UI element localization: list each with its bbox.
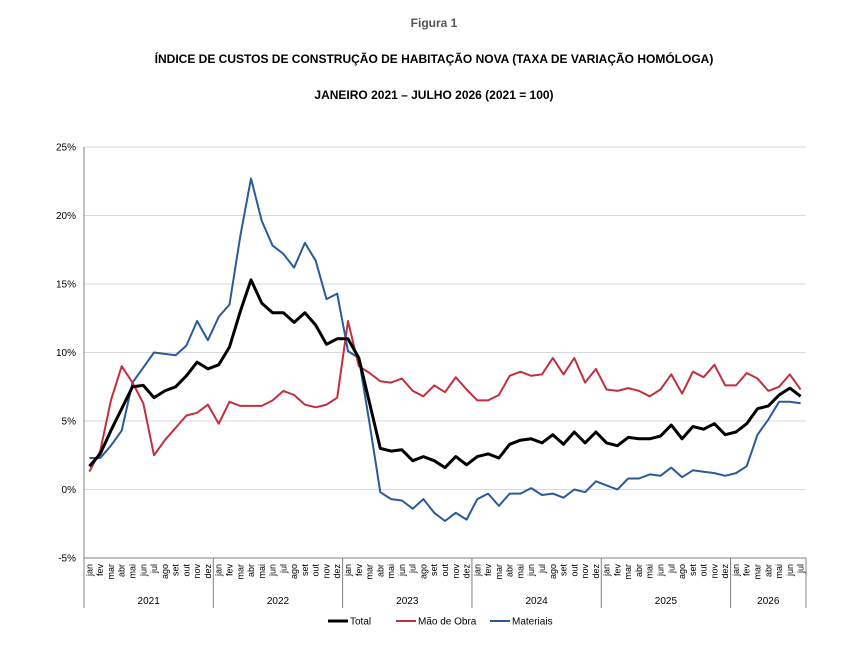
x-tick-label: jun — [785, 564, 795, 577]
x-tick-label: mai — [645, 564, 655, 579]
x-tick-label: jan — [731, 564, 741, 577]
x-tick-label: fev — [612, 564, 622, 577]
x-tick-label: out — [311, 564, 321, 577]
y-tick-label: -5% — [58, 554, 76, 565]
x-tick-label: mai — [774, 564, 784, 579]
x-tick-label: dez — [203, 564, 213, 579]
x-tick-label: jun — [138, 564, 148, 577]
x-tick-label: jul — [408, 564, 418, 574]
x-tick-label: mar — [365, 564, 375, 580]
chart-subtitle: JANEIRO 2021 – JULHO 2026 (2021 = 100) — [314, 88, 554, 102]
x-tick-label: mar — [753, 564, 763, 580]
series-line-total — [88, 278, 802, 470]
x-tick-label: jul — [796, 564, 806, 574]
x-tick-label: jan — [602, 564, 612, 577]
gridlines — [84, 146, 806, 559]
x-tick-label: mai — [386, 564, 396, 579]
x-tick-label: fev — [95, 564, 105, 577]
x-tick-label: abr — [117, 564, 127, 577]
y-tick-label: 15% — [56, 280, 76, 291]
x-tick-label: mai — [127, 564, 137, 579]
y-axis-ticks: -5% 0% 5% 10% 15% 20% 25% — [56, 143, 76, 565]
x-tick-label: dez — [591, 564, 601, 579]
x-axis-ticks: jan fev mar abr mai jun jul ago set out nov dez jan f… — [84, 558, 807, 608]
x-tick-label: mai — [257, 564, 267, 579]
x-tick-label: jan — [214, 564, 224, 577]
x-tick-label: abr — [634, 564, 644, 577]
x-tick-label: nov — [451, 564, 461, 579]
x-tick-label: out — [569, 564, 579, 577]
x-tick-label: abr — [246, 564, 256, 577]
series-line-mão-de-obra — [88, 320, 802, 473]
x-tick-label: ago — [418, 564, 428, 579]
x-tick-label: jan — [84, 564, 94, 577]
x-tick-label: jul — [149, 564, 159, 574]
x-tick-label: set — [171, 564, 181, 577]
x-tick-label: jan — [472, 564, 482, 577]
legend: Total Mão de Obra Materiais — [328, 617, 553, 628]
year-label: 2023 — [396, 596, 419, 607]
legend-label: Mão de Obra — [418, 617, 477, 628]
x-tick-label: set — [300, 564, 310, 577]
x-tick-label: jul — [278, 564, 288, 574]
x-tick-label: dez — [332, 564, 342, 579]
x-tick-label: dez — [462, 564, 472, 579]
year-label: 2022 — [267, 596, 290, 607]
y-tick-label: 5% — [62, 417, 77, 428]
legend-label: Total — [350, 617, 371, 628]
axes — [83, 147, 806, 608]
x-tick-label: ago — [548, 564, 558, 579]
y-tick-label: 0% — [62, 485, 77, 496]
y-tick-label: 25% — [56, 143, 76, 154]
year-label: 2021 — [138, 596, 161, 607]
x-tick-label: out — [181, 564, 191, 577]
x-tick-label: jul — [537, 564, 547, 574]
x-tick-label: abr — [375, 564, 385, 577]
x-tick-label: jun — [268, 564, 278, 577]
year-label: 2025 — [655, 596, 678, 607]
x-tick-label: jan — [343, 564, 353, 577]
x-tick-label: nov — [321, 564, 331, 579]
x-tick-label: fev — [742, 564, 752, 577]
x-tick-label: out — [440, 564, 450, 577]
chart-title: ÍNDICE DE CUSTOS DE CONSTRUÇÃO DE HABITA… — [154, 52, 714, 66]
figure-label: Figura 1 — [410, 16, 458, 30]
x-tick-label: out — [699, 564, 709, 577]
x-tick-label: nov — [192, 564, 202, 579]
x-tick-label: fev — [224, 564, 234, 577]
x-tick-label: ago — [160, 564, 170, 579]
legend-label: Materiais — [512, 617, 553, 628]
x-tick-label: set — [559, 564, 569, 577]
x-tick-label: set — [688, 564, 698, 577]
x-tick-label: jul — [666, 564, 676, 574]
x-tick-label: mar — [494, 564, 504, 580]
x-tick-label: abr — [763, 564, 773, 577]
x-tick-label: fev — [483, 564, 493, 577]
x-tick-label: mai — [515, 564, 525, 579]
x-tick-label: jun — [526, 564, 536, 577]
y-tick-label: 20% — [56, 211, 76, 222]
x-tick-label: jun — [656, 564, 666, 577]
x-tick-label: jun — [397, 564, 407, 577]
x-tick-label: nov — [709, 564, 719, 579]
year-label: 2026 — [757, 596, 780, 607]
x-tick-label: ago — [677, 564, 687, 579]
y-tick-label: 10% — [56, 348, 76, 359]
series-line-materiais — [89, 177, 801, 522]
x-tick-label: set — [429, 564, 439, 577]
year-label: 2024 — [525, 596, 548, 607]
x-tick-label: ago — [289, 564, 299, 579]
x-tick-label: nov — [580, 564, 590, 579]
x-tick-label: dez — [720, 564, 730, 579]
x-tick-label: mar — [106, 564, 116, 580]
x-tick-label: mar — [623, 564, 633, 580]
x-tick-label: fev — [354, 564, 364, 577]
x-tick-label: mar — [235, 564, 245, 580]
series-lines — [88, 177, 802, 522]
x-tick-label: abr — [505, 564, 515, 577]
